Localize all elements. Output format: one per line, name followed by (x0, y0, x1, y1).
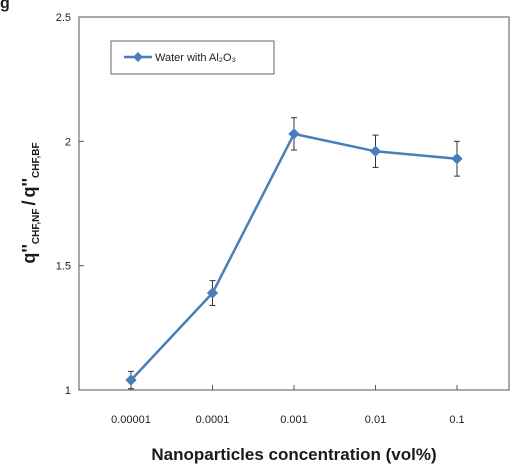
legend-marker-swatch (133, 52, 143, 62)
error-bars (128, 117, 460, 390)
y-tick-label: 1 (65, 385, 71, 397)
x-tick-label: 0.001 (280, 414, 308, 426)
y-axis-title-main-1: q'' (19, 244, 39, 264)
y-axis: 1 1.5 2 2.5 (56, 12, 84, 397)
y-tick-label: 2 (65, 136, 71, 148)
y-axis-title-main-2: q'' (19, 178, 39, 198)
x-tick-label: 0.01 (365, 414, 386, 426)
y-axis-title-slash: / (19, 200, 39, 205)
data-point (206, 287, 219, 299)
figure-label: g (0, 0, 10, 12)
x-axis-title: Nanoparticles concentration (vol%) (151, 445, 436, 464)
data-point (288, 128, 300, 140)
x-tick-label: 0.00001 (111, 414, 151, 426)
legend-label: Water with Al₂O₃ (155, 52, 236, 64)
data-point (451, 153, 463, 165)
legend: Water with Al₂O₃ (110, 40, 275, 75)
data-point (369, 145, 382, 157)
y-axis-title: q''CHF,NF/q''CHF,BF (19, 142, 42, 263)
y-tick-label: 1.5 (56, 261, 71, 273)
x-axis: 0.00001 0.0001 0.001 0.01 0.1 (111, 385, 465, 426)
x-tick-label: 0.0001 (196, 414, 230, 426)
x-tick-label: 0.1 (449, 414, 464, 426)
plot-area (78, 16, 510, 391)
y-axis-title-sub-1: CHF,NF (31, 209, 42, 245)
y-axis-title-sub-2: CHF,BF (31, 142, 42, 178)
y-tick-label: 2.5 (56, 12, 71, 24)
